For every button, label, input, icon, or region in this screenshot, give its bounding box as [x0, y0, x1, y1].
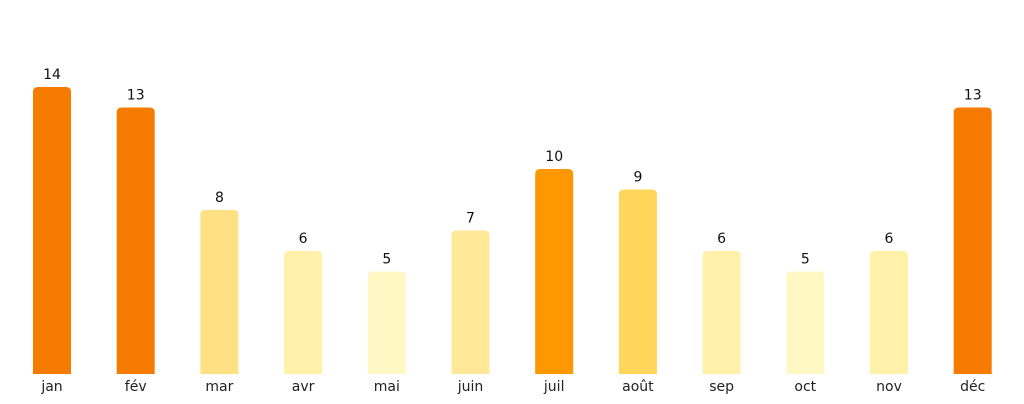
x-tick-label-jan: jan [40, 379, 62, 395]
bar-mar [200, 210, 239, 374]
x-tick-label-juil: juil [543, 379, 565, 395]
bar-fév [116, 107, 155, 374]
bar-août [618, 189, 657, 374]
x-tick-label-déc: déc [960, 379, 985, 395]
bar-jan [33, 87, 71, 374]
bars-layer [33, 87, 992, 374]
value-label-fév: 13 [127, 88, 145, 104]
bar-mai [367, 271, 406, 374]
value-label-sep: 6 [717, 231, 726, 247]
bar-oct [786, 271, 825, 374]
x-tick-label-fév: fév [125, 379, 147, 395]
value-label-oct: 5 [801, 252, 810, 268]
value-label-juin: 7 [466, 211, 475, 227]
x-tick-labels-layer: jan fév mar avr mai juin juil août sep oct nov déc [40, 379, 985, 395]
x-tick-label-avr: avr [292, 379, 315, 395]
bar-juin [451, 230, 490, 374]
value-label-août: 9 [633, 170, 642, 186]
x-tick-label-août: août [622, 379, 654, 395]
x-tick-label-mai: mai [374, 379, 400, 395]
value-label-juil: 10 [545, 149, 563, 165]
value-label-nov: 6 [885, 231, 894, 247]
x-tick-label-juin: juin [457, 379, 484, 395]
x-tick-label-mar: mar [205, 379, 233, 395]
bar-déc [953, 107, 992, 374]
x-tick-label-sep: sep [709, 379, 734, 395]
value-label-mai: 5 [382, 252, 391, 268]
bar-avr [284, 251, 323, 374]
value-label-mar: 8 [215, 190, 224, 206]
value-labels-layer: 14 13 8 6 5 7 10 9 6 5 6 13 [43, 67, 982, 268]
value-label-jan: 14 [43, 67, 61, 83]
bar-sep [702, 251, 741, 374]
value-label-déc: 13 [964, 88, 982, 104]
x-tick-label-nov: nov [876, 379, 902, 395]
bar-juil [535, 169, 574, 374]
value-label-avr: 6 [299, 231, 308, 247]
bar-nov [870, 251, 908, 374]
x-tick-label-oct: oct [794, 379, 816, 395]
